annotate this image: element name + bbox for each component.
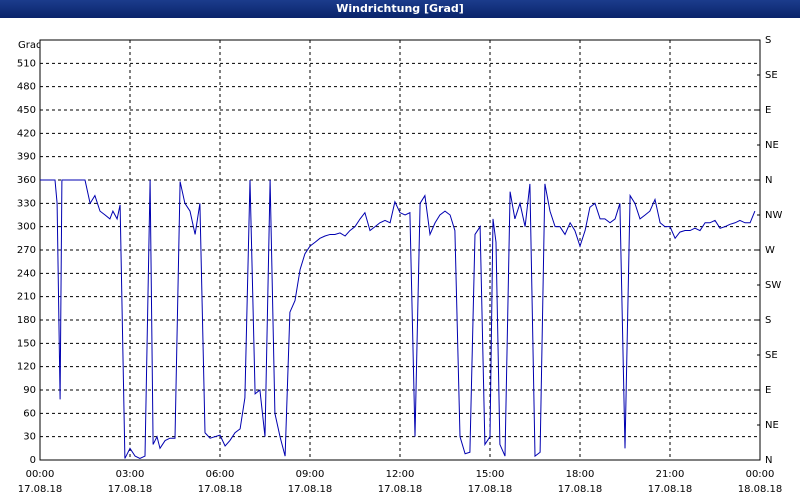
y-tick-label: 0 xyxy=(30,455,36,466)
y-tick-label: 510 xyxy=(17,58,36,69)
x-tick-label: 00:00 17.08.18 xyxy=(17,469,63,495)
y-tick-label: 150 xyxy=(17,338,36,349)
y2-tick-label: N xyxy=(765,455,772,466)
x-tick-label: 09:00 17.08.18 xyxy=(287,469,333,495)
y2-tick-label: SE xyxy=(765,350,778,361)
x-tick-label: 18:00 17.08.18 xyxy=(557,469,603,495)
y-tick-label: 450 xyxy=(17,105,36,116)
y2-tick-label: N xyxy=(765,175,772,186)
y-tick-label: 480 xyxy=(17,82,36,93)
y-tick-label: 30 xyxy=(23,432,36,443)
y-tick-label: 240 xyxy=(17,268,36,279)
y-tick-label: 390 xyxy=(17,152,36,163)
x-tick-label: 21:00 17.08.18 xyxy=(647,469,693,495)
y-tick-label: 330 xyxy=(17,198,36,209)
x-tick-label: 06:00 17.08.18 xyxy=(197,469,243,495)
y2-tick-label: S xyxy=(765,35,771,46)
title-bar: Windrichtung [Grad] xyxy=(0,0,800,18)
y2-tick-label: SE xyxy=(765,70,778,81)
x-tick-label: 12:00 17.08.18 xyxy=(377,469,423,495)
y-tick-label: 270 xyxy=(17,245,36,256)
x-tick-label: 03:00 17.08.18 xyxy=(107,469,153,495)
y-tick-label: 420 xyxy=(17,128,36,139)
x-tick-label: 00:00 18.08.18 xyxy=(737,469,783,495)
y2-tick-label: E xyxy=(765,105,771,116)
y2-tick-label: NE xyxy=(765,140,779,151)
y-tick-label: 210 xyxy=(17,292,36,303)
y2-tick-label: NE xyxy=(765,420,779,431)
y2-tick-label: W xyxy=(765,245,775,256)
y-tick-label: 60 xyxy=(23,408,36,419)
y-axis-label: Grad xyxy=(18,40,42,51)
y-tick-label: 90 xyxy=(23,385,36,396)
y2-tick-label: NW xyxy=(765,210,782,221)
data-line xyxy=(40,179,756,459)
y-tick-label: 180 xyxy=(17,315,36,326)
y-tick-label: 120 xyxy=(17,362,36,373)
y-tick-label: 360 xyxy=(17,175,36,186)
y2-tick-label: SW xyxy=(765,280,781,291)
x-tick-label: 15:00 17.08.18 xyxy=(467,469,513,495)
y2-tick-label: S xyxy=(765,315,771,326)
y-tick-label: 300 xyxy=(17,222,36,233)
y2-tick-label: E xyxy=(765,385,771,396)
